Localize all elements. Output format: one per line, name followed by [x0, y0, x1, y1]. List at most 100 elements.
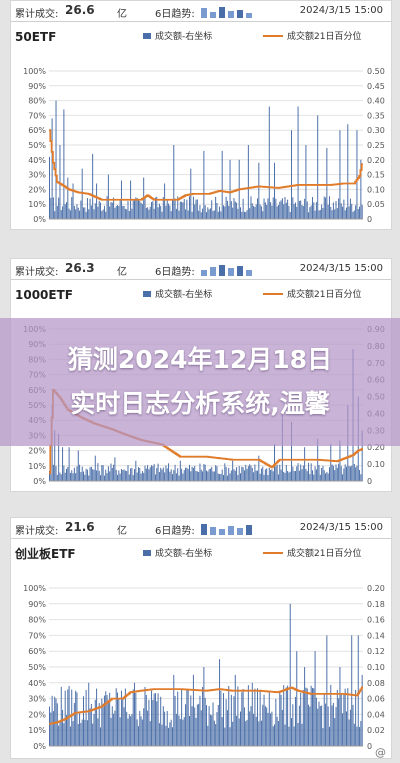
volume-bar: [258, 162, 260, 219]
volume-bar: [134, 682, 136, 746]
volume-bar: [308, 462, 310, 481]
volume-bar: [110, 717, 112, 746]
volume-bar: [60, 686, 62, 746]
volume-bar: [86, 198, 88, 219]
volume-bar: [169, 205, 171, 219]
volume-bar: [253, 206, 255, 219]
y-tick-left: 10%: [28, 726, 46, 735]
volume-bar: [317, 708, 319, 746]
volume-bar: [289, 603, 291, 746]
volume-bar: [270, 713, 272, 746]
volume-bar: [255, 470, 257, 481]
volume-bar: [292, 466, 294, 481]
trend-bar: [228, 268, 234, 276]
volume-bar: [117, 474, 119, 481]
legend-swatch-volume: [143, 550, 151, 556]
volume-bar: [69, 726, 71, 746]
volume-bar: [96, 470, 98, 481]
volume-bar: [272, 197, 274, 219]
volume-bar: [274, 724, 276, 746]
volume-bar: [93, 209, 95, 219]
volume-bar: [160, 696, 162, 746]
volume-bar: [228, 467, 230, 481]
volume-bar: [164, 711, 166, 746]
volume-bar: [102, 209, 104, 219]
volume-bar: [311, 687, 313, 746]
volume-bar: [128, 211, 130, 219]
total-volume-value: 26.6: [65, 3, 95, 17]
volume-bar: [234, 674, 236, 746]
volume-bar: [340, 692, 342, 746]
volume-bar: [183, 717, 185, 746]
volume-bar: [236, 467, 238, 481]
volume-bar: [221, 150, 223, 219]
volume-bar: [102, 465, 104, 481]
volume-bar: [130, 716, 132, 746]
total-volume-label: 累计成交:: [15, 526, 59, 537]
volume-bar: [111, 467, 113, 481]
volume-bar: [168, 727, 170, 746]
trend-bar: [228, 526, 234, 535]
y-tick-left: 50%: [28, 663, 46, 672]
volume-bar: [212, 702, 214, 746]
volume-bar: [179, 201, 181, 219]
volume-bar: [185, 209, 187, 219]
volume-bar: [313, 688, 315, 746]
volume-bar: [66, 202, 67, 219]
volume-bar: [260, 206, 262, 219]
volume-bar: [173, 674, 175, 746]
volume-bar: [203, 150, 205, 219]
volume-bar: [247, 145, 249, 219]
volume-bar: [144, 465, 146, 481]
volume-bar: [88, 475, 90, 481]
volume-bar: [292, 704, 294, 746]
volume-bar: [258, 455, 260, 481]
volume-bar: [270, 202, 272, 219]
volume-bar: [83, 471, 84, 481]
volume-bar: [63, 723, 65, 746]
volume-bar: [105, 469, 107, 481]
volume-bar: [164, 472, 166, 481]
volume-bar: [66, 715, 67, 746]
volume-bar: [225, 196, 227, 219]
legend-label-volume: 成交额-右坐标: [155, 30, 212, 42]
volume-bar: [294, 470, 296, 481]
volume-bar: [224, 463, 226, 481]
volume-bar: [157, 693, 159, 746]
volume-bar: [215, 196, 217, 219]
volume-bar: [194, 204, 196, 219]
volume-bar: [97, 463, 99, 481]
volume-bar: [119, 473, 121, 481]
timestamp: 2024/3/15 15:00: [299, 522, 383, 533]
volume-bar: [131, 208, 133, 219]
volume-bar: [100, 202, 102, 219]
y-tick-left: 100%: [23, 584, 46, 593]
header-divider: [11, 538, 391, 539]
volume-bar: [355, 689, 357, 746]
volume-bar: [327, 473, 329, 481]
volume-bar: [234, 201, 236, 219]
y-tick-right: 0.18: [367, 600, 385, 609]
volume-bar: [271, 469, 273, 481]
volume-bar: [139, 710, 141, 746]
y-tick-left: 0%: [33, 477, 46, 486]
volume-bar: [212, 471, 214, 481]
volume-bar: [206, 212, 207, 219]
volume-bar: [263, 198, 265, 219]
volume-bar: [147, 207, 149, 219]
volume-bar: [173, 470, 175, 481]
volume-bar: [192, 467, 194, 481]
volume-bar: [77, 450, 79, 481]
volume-bar: [309, 706, 311, 746]
volume-bar: [183, 199, 185, 219]
volume-bar: [266, 707, 268, 746]
volume-bar: [80, 722, 82, 746]
volume-bar: [217, 473, 219, 481]
volume-bar: [58, 197, 60, 219]
volume-bar: [134, 199, 136, 219]
volume-bar: [174, 464, 176, 481]
volume-bar: [100, 475, 102, 481]
volume-bar: [349, 709, 351, 746]
volume-bar: [207, 471, 209, 481]
volume-bar: [262, 704, 264, 746]
